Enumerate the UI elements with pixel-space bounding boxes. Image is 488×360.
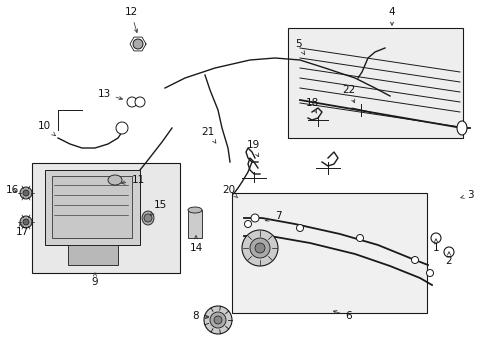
- Text: 7: 7: [265, 211, 281, 221]
- Text: 10: 10: [38, 121, 55, 136]
- Bar: [52, 176, 132, 238]
- Ellipse shape: [456, 121, 466, 135]
- Text: 19: 19: [246, 140, 259, 157]
- Circle shape: [443, 247, 453, 257]
- Circle shape: [254, 243, 264, 253]
- Bar: [187, 210, 202, 238]
- Text: 5: 5: [294, 39, 304, 54]
- Circle shape: [242, 230, 278, 266]
- Text: 9: 9: [92, 273, 98, 287]
- Text: 1: 1: [432, 239, 438, 253]
- Text: 4: 4: [388, 7, 394, 25]
- Text: 16: 16: [5, 185, 19, 195]
- Circle shape: [143, 214, 152, 222]
- Circle shape: [20, 216, 32, 228]
- Text: 22: 22: [342, 85, 355, 103]
- Text: 13: 13: [97, 89, 122, 100]
- Text: 8: 8: [192, 311, 208, 321]
- Bar: [287, 28, 462, 138]
- Ellipse shape: [142, 211, 154, 225]
- Bar: [68, 245, 118, 265]
- Text: 3: 3: [460, 190, 472, 200]
- Circle shape: [250, 214, 259, 222]
- Circle shape: [20, 187, 32, 199]
- Ellipse shape: [108, 175, 122, 185]
- Circle shape: [296, 225, 303, 231]
- Text: 17: 17: [15, 223, 29, 237]
- Text: 12: 12: [124, 7, 137, 32]
- Circle shape: [356, 234, 363, 242]
- Text: 15: 15: [150, 200, 166, 215]
- Circle shape: [214, 316, 222, 324]
- Bar: [231, 193, 426, 313]
- Text: 14: 14: [189, 236, 202, 253]
- Circle shape: [426, 270, 433, 276]
- Circle shape: [203, 306, 231, 334]
- Ellipse shape: [187, 207, 202, 213]
- Circle shape: [135, 97, 145, 107]
- Text: 20: 20: [222, 185, 237, 198]
- Circle shape: [244, 220, 251, 228]
- Text: 18: 18: [305, 98, 318, 113]
- Text: 11: 11: [122, 175, 144, 185]
- Bar: [45, 170, 140, 245]
- Circle shape: [127, 97, 137, 107]
- Text: 2: 2: [445, 252, 451, 266]
- Bar: [32, 163, 180, 273]
- Circle shape: [430, 233, 440, 243]
- Circle shape: [23, 190, 29, 196]
- Circle shape: [209, 312, 225, 328]
- Text: 21: 21: [201, 127, 215, 143]
- Circle shape: [116, 122, 128, 134]
- Circle shape: [23, 219, 29, 225]
- Circle shape: [249, 238, 269, 258]
- Circle shape: [133, 39, 142, 49]
- Circle shape: [411, 256, 418, 264]
- Text: 6: 6: [333, 311, 351, 321]
